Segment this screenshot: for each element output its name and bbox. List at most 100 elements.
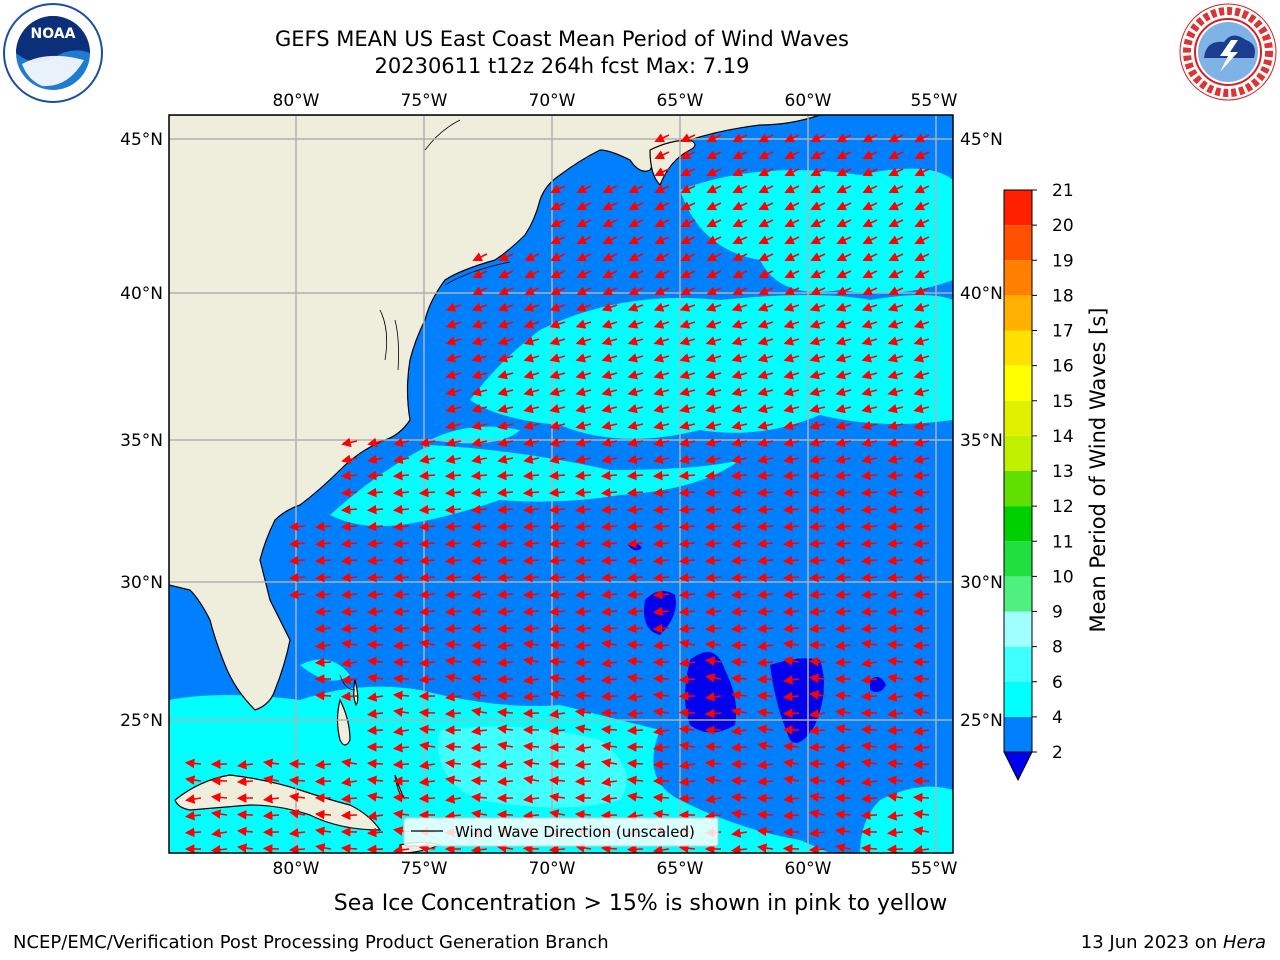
wind-wave-arrow xyxy=(184,775,202,785)
wind-wave-arrow xyxy=(809,437,826,448)
wind-wave-arrow xyxy=(678,589,696,600)
wind-wave-arrow xyxy=(522,538,540,549)
wind-wave-arrow xyxy=(704,810,722,821)
wind-wave-arrow xyxy=(756,657,774,668)
wind-wave-arrow xyxy=(444,555,462,566)
wind-wave-arrow xyxy=(782,606,800,617)
wind-wave-arrow xyxy=(392,809,410,820)
wind-wave-arrow xyxy=(914,286,930,296)
wind-wave-arrow xyxy=(627,370,644,380)
wind-wave-arrow xyxy=(680,286,696,296)
wind-wave-arrow xyxy=(732,269,748,279)
wind-wave-arrow xyxy=(706,184,722,194)
lat-label: 40°N xyxy=(120,284,163,304)
wind-wave-arrow xyxy=(836,184,852,194)
wind-wave-arrow xyxy=(913,336,930,346)
wind-wave-arrow xyxy=(418,776,436,787)
wind-wave-arrow xyxy=(574,623,592,634)
colorbar-segment xyxy=(1004,471,1032,507)
wind-wave-arrow xyxy=(914,201,930,211)
wind-wave-arrow xyxy=(913,437,930,448)
wind-wave-arrow xyxy=(678,606,696,617)
wind-wave-arrow xyxy=(679,454,696,465)
wind-wave-arrow xyxy=(574,690,592,701)
colorbar-tick-label: 19 xyxy=(1052,251,1074,271)
noaa-logo-text: NOAA xyxy=(31,26,76,42)
wind-wave-arrow xyxy=(628,201,644,211)
wind-wave-arrow xyxy=(600,741,618,752)
wind-wave-arrow xyxy=(678,521,696,532)
wind-wave-arrow xyxy=(576,269,592,279)
wind-wave-arrow xyxy=(576,201,592,211)
lon-labels-top: 80°W 75°W 70°W 65°W 60°W 55°W xyxy=(273,91,958,111)
wind-wave-arrow xyxy=(912,792,930,803)
wind-wave-arrow xyxy=(732,201,748,211)
wind-wave-arrow xyxy=(392,572,410,583)
wind-wave-arrow xyxy=(523,302,540,312)
wind-wave-arrow xyxy=(574,724,592,734)
wind-wave-arrow xyxy=(652,742,670,753)
wind-wave-arrow xyxy=(706,252,722,262)
wind-wave-arrow xyxy=(886,470,904,481)
wind-wave-arrow xyxy=(340,691,358,702)
wind-wave-arrow xyxy=(601,454,618,465)
wind-wave-arrow xyxy=(496,641,514,651)
wind-wave-arrow xyxy=(575,843,592,853)
wind-wave-arrow xyxy=(340,639,358,649)
wind-wave-arrow xyxy=(886,606,904,617)
wind-wave-arrow xyxy=(549,403,566,414)
wind-wave-arrow xyxy=(574,743,592,753)
wind-wave-arrow xyxy=(861,353,878,363)
wind-wave-arrow xyxy=(680,235,696,245)
wind-wave-arrow xyxy=(470,726,488,736)
wind-wave-arrow xyxy=(366,692,384,702)
wind-wave-arrow xyxy=(913,370,930,380)
wind-wave-arrow xyxy=(706,201,722,211)
wind-wave-arrow xyxy=(678,843,696,853)
wind-wave-arrow xyxy=(522,555,540,566)
wind-wave-arrow xyxy=(914,150,930,160)
wind-wave-arrow xyxy=(862,235,878,245)
wind-wave-arrow xyxy=(601,420,618,431)
wind-wave-arrow xyxy=(471,387,488,397)
wind-wave-arrow xyxy=(366,775,384,786)
wind-wave-arrow xyxy=(834,657,852,668)
wind-wave-arrow xyxy=(810,133,826,143)
wind-wave-arrow xyxy=(887,302,904,312)
wind-wave-arrow xyxy=(574,487,592,498)
wind-wave-arrow xyxy=(730,673,748,684)
lat-labels-right: 45°N 40°N 35°N 30°N 25°N xyxy=(960,130,1003,731)
wind-wave-arrow xyxy=(886,538,904,549)
wind-wave-arrow xyxy=(653,319,670,329)
wind-wave-arrow xyxy=(808,690,826,700)
wind-wave-arrow xyxy=(340,572,358,583)
wind-wave-arrow xyxy=(756,760,774,770)
lat-label: 45°N xyxy=(960,130,1003,150)
wind-wave-arrow xyxy=(367,454,384,465)
wind-wave-arrow xyxy=(418,470,436,481)
wind-wave-arrow xyxy=(758,133,774,143)
wind-wave-arrow xyxy=(471,403,488,414)
wind-wave-arrow xyxy=(912,589,930,600)
wind-wave-arrow xyxy=(808,589,826,600)
wind-wave-arrow xyxy=(732,150,748,160)
wind-wave-arrow xyxy=(392,538,410,549)
wind-wave-arrow xyxy=(184,758,202,769)
wind-wave-arrow xyxy=(626,811,644,821)
colorbar-tick-label: 15 xyxy=(1052,392,1074,412)
wind-wave-arrow xyxy=(886,827,904,838)
wind-wave-arrow xyxy=(550,184,566,194)
nws-logo xyxy=(1178,2,1278,102)
wind-wave-arrow xyxy=(808,623,826,634)
wind-wave-arrow xyxy=(782,555,800,566)
wind-wave-arrow xyxy=(626,792,644,802)
wind-wave-arrow xyxy=(834,759,852,770)
wind-wave-arrow xyxy=(470,555,488,566)
wind-wave-arrow xyxy=(652,759,670,770)
wind-wave-arrow xyxy=(861,370,878,380)
wind-wave-arrow xyxy=(549,809,566,819)
map-frame xyxy=(168,114,954,854)
wind-wave-arrow xyxy=(444,589,462,600)
wind-wave-arrow xyxy=(784,235,800,245)
wind-wave-arrow xyxy=(314,809,332,820)
